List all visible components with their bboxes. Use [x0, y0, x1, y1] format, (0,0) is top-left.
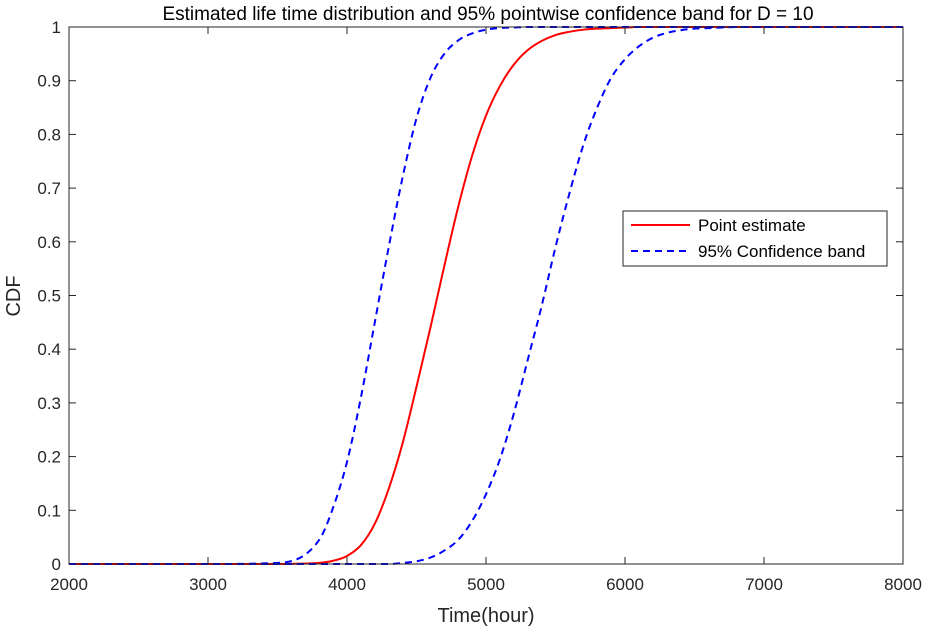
y-tick-label: 0.7: [37, 179, 61, 198]
plot-background: [69, 27, 903, 564]
series-line-confidence-lower: [68, 25, 903, 566]
ticks-layer: 2000 3000 4000 5000 6000 7000 8000 0 0.1 0.2 0.3 0.…: [37, 18, 922, 594]
plot-area: 2000 3000 4000 5000 6000 7000 8000 0 0.1 0.2 0.3 0.…: [37, 18, 922, 594]
x-tick-label: 7000: [745, 575, 783, 594]
x-tick-label: 5000: [467, 575, 505, 594]
x-tick-label: 6000: [606, 575, 644, 594]
y-tick-label: 0.1: [37, 501, 61, 520]
x-tick-label: 2000: [50, 575, 88, 594]
legend: Point estimate 95% Confidence band: [622, 210, 888, 267]
y-tick-label: 0.6: [37, 233, 61, 252]
y-tick-label: 0.4: [37, 340, 61, 359]
y-tick-label: 0.3: [37, 394, 61, 413]
legend-box: [622, 210, 888, 267]
x-tick-label: 8000: [884, 575, 922, 594]
legend-label-point-estimate: Point estimate: [698, 216, 806, 235]
chart-title: Estimated life time distribution and 95%…: [162, 4, 813, 25]
y-tick-label: 0.8: [37, 125, 61, 144]
legend-label-confidence-band: 95% Confidence band: [698, 242, 865, 261]
y-tick-label: 0.5: [37, 287, 61, 306]
x-tick-label: 3000: [189, 575, 227, 594]
y-tick-label: 0.9: [37, 72, 61, 91]
y-tick-label: 0: [52, 555, 61, 574]
y-tick-label: 0.2: [37, 448, 61, 467]
x-axis-title: Time(hour): [437, 605, 534, 627]
y-tick-label: 1: [52, 18, 61, 37]
x-tick-label: 4000: [328, 575, 366, 594]
y-axis-title: CDF: [3, 275, 25, 316]
